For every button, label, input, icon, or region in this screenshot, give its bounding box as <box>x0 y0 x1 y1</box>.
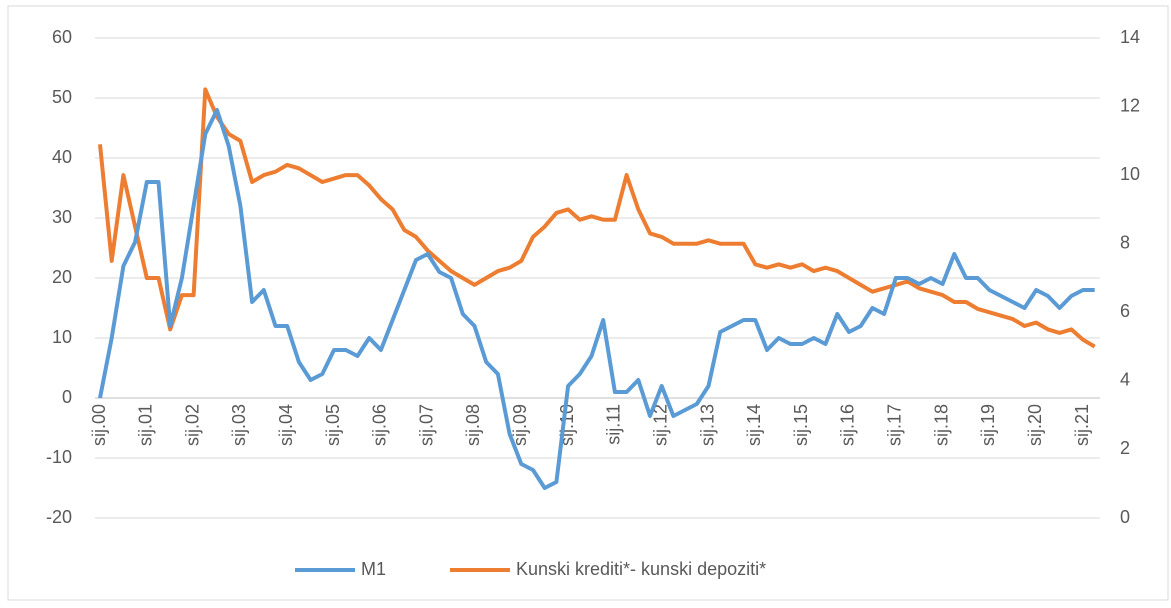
x-tick-label: sij.16 <box>838 404 858 446</box>
y2-tick-label: 6 <box>1120 301 1130 321</box>
y2-tick-label: 10 <box>1120 164 1140 184</box>
x-tick-label: sij.18 <box>931 404 951 446</box>
x-tick-label: sij.06 <box>370 404 390 446</box>
x-tick-label: sij.14 <box>744 404 764 446</box>
x-tick-label: sij.01 <box>136 404 156 446</box>
y2-tick-label: 12 <box>1120 95 1140 115</box>
y2-tick-label: 2 <box>1120 438 1130 458</box>
y-tick-label: 30 <box>52 207 72 227</box>
y2-tick-label: 0 <box>1120 507 1130 527</box>
x-tick-label: sij.12 <box>650 404 670 446</box>
y2-tick-label: 4 <box>1120 370 1130 390</box>
x-tick-label: sij.19 <box>978 404 998 446</box>
x-tick-label: sij.00 <box>89 404 109 446</box>
x-tick-label: sij.07 <box>416 404 436 446</box>
x-tick-label: sij.03 <box>229 404 249 446</box>
y2-tick-label: 8 <box>1120 232 1130 252</box>
y-tick-label: 50 <box>52 87 72 107</box>
x-tick-label: sij.02 <box>182 404 202 446</box>
x-tick-label: sij.09 <box>510 404 530 446</box>
y-tick-label: -10 <box>46 447 72 467</box>
x-tick-label: sij.04 <box>276 404 296 446</box>
y-tick-label: 40 <box>52 147 72 167</box>
x-tick-label: sij.20 <box>1025 404 1045 446</box>
y-tick-label: -20 <box>46 507 72 527</box>
y2-tick-label: 14 <box>1120 27 1140 47</box>
y-tick-label: 0 <box>62 387 72 407</box>
chart-frame <box>7 5 1169 601</box>
legend-label: M1 <box>361 559 386 579</box>
x-tick-label: sij.13 <box>697 404 717 446</box>
y-tick-label: 20 <box>52 267 72 287</box>
x-tick-label: sij.17 <box>885 404 905 446</box>
x-tick-label: sij.08 <box>463 404 483 446</box>
legend-label: Kunski krediti*- kunski depoziti* <box>516 559 766 579</box>
x-tick-label: sij.15 <box>791 404 811 446</box>
x-tick-label: sij.21 <box>1072 404 1092 446</box>
x-tick-label: sij.11 <box>604 404 624 445</box>
y-tick-label: 10 <box>52 327 72 347</box>
line-series <box>98 87 1096 349</box>
line-series <box>98 108 1095 490</box>
x-tick-label: sij.05 <box>323 404 343 446</box>
y-tick-label: 60 <box>52 27 72 47</box>
